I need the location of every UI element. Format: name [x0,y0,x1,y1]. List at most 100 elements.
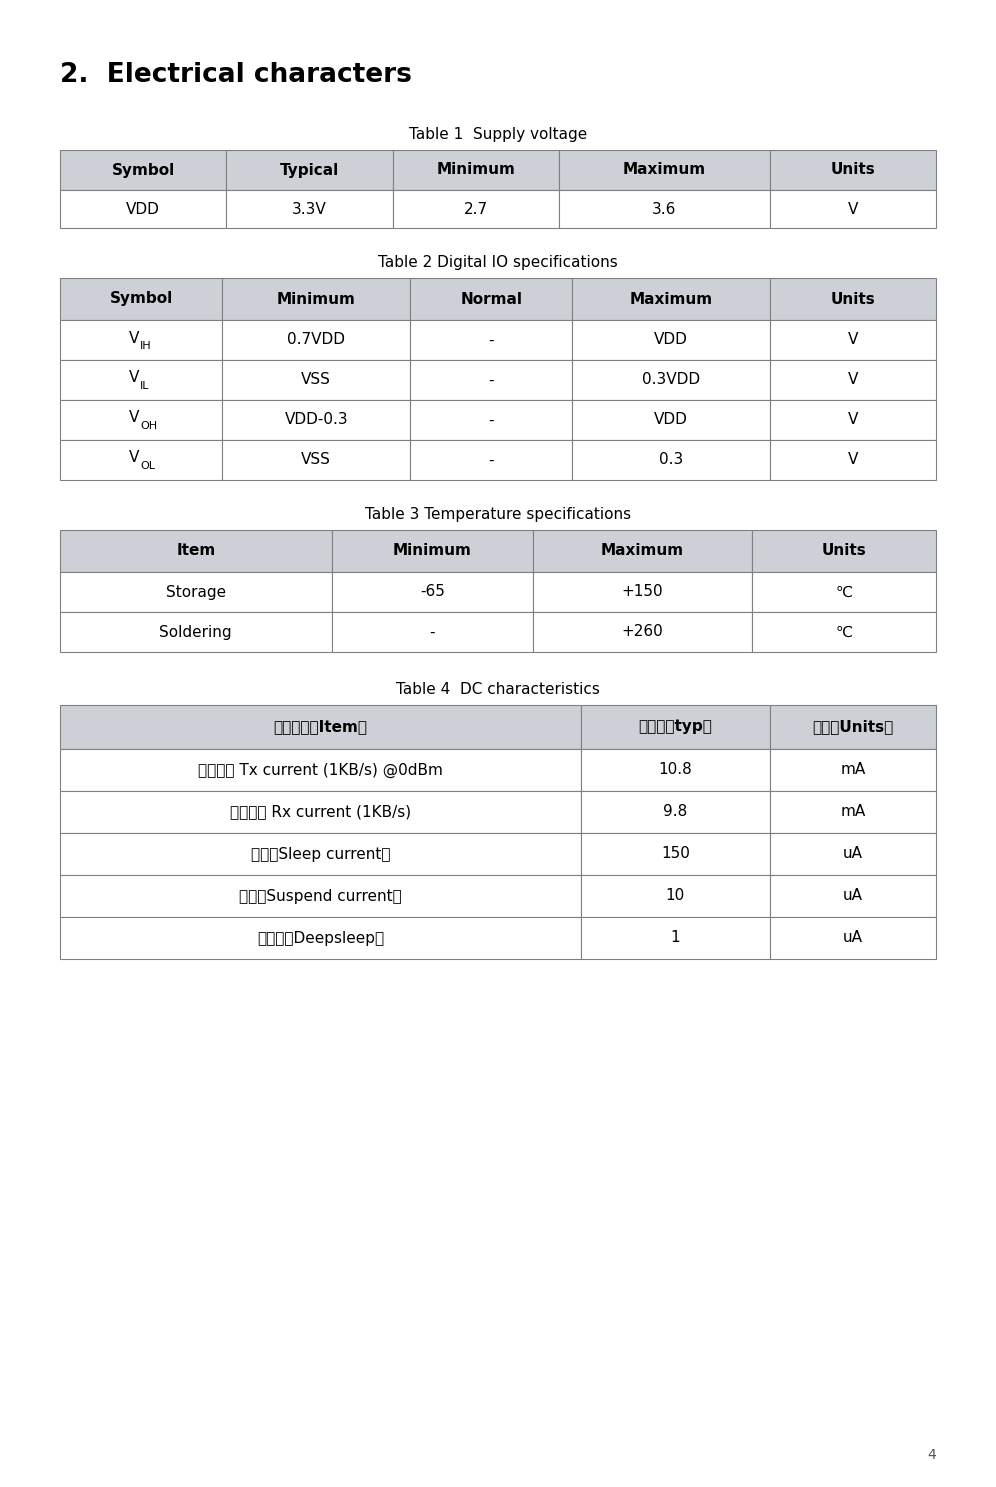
Bar [222,440,410,480]
Text: 0.3: 0.3 [659,452,683,467]
Text: uA: uA [843,931,863,946]
Bar [60,278,222,320]
Bar [60,705,582,749]
Text: IH: IH [140,341,151,351]
Bar [582,917,770,959]
Bar [60,440,222,480]
Text: 3.6: 3.6 [652,202,676,217]
Bar [222,360,410,400]
Bar [392,190,560,228]
Text: VDD: VDD [654,412,688,427]
Text: -: - [489,452,494,467]
Text: 4: 4 [927,1448,936,1462]
Text: V: V [848,452,858,467]
Bar [60,320,222,360]
Text: Minimum: Minimum [436,162,516,177]
Bar [222,320,410,360]
Bar [392,150,560,190]
Bar [60,791,582,833]
Text: -65: -65 [420,584,445,599]
Text: 挂起（Suspend current）: 挂起（Suspend current） [239,889,402,904]
Text: Maximum: Maximum [622,162,706,177]
Bar [573,440,770,480]
Bar [582,705,770,749]
Bar [533,529,752,572]
Bar [752,529,936,572]
Text: Typical: Typical [280,162,340,177]
Text: +150: +150 [622,584,663,599]
Text: +260: +260 [622,625,663,639]
Text: Units: Units [822,544,867,559]
Bar [410,360,573,400]
Text: 9.8: 9.8 [663,804,687,819]
Text: 深睡眠（Deepsleep）: 深睡眠（Deepsleep） [257,931,384,946]
Bar [582,874,770,917]
Bar [60,917,582,959]
Text: 睡眠（Sleep current）: 睡眠（Sleep current） [251,846,390,861]
Text: Minimum: Minimum [277,291,356,306]
Text: V: V [848,333,858,348]
Text: VDD: VDD [654,333,688,348]
Text: 10.8: 10.8 [658,763,692,778]
Text: Units: Units [831,291,875,306]
Bar [573,400,770,440]
Bar [60,150,226,190]
Text: OL: OL [140,461,155,471]
Bar [770,749,936,791]
Text: Symbol: Symbol [112,162,175,177]
Text: Symbol: Symbol [110,291,172,306]
Bar [770,278,936,320]
Bar [60,833,582,874]
Bar [770,917,936,959]
Text: IL: IL [140,381,149,391]
Bar [60,400,222,440]
Text: V: V [128,370,139,385]
Bar [332,613,533,651]
Bar [410,400,573,440]
Text: Normal: Normal [460,291,523,306]
Bar [222,400,410,440]
Bar [752,613,936,651]
Text: uA: uA [843,889,863,904]
Bar [770,190,936,228]
Text: OH: OH [140,421,157,431]
Text: V: V [848,412,858,427]
Text: uA: uA [843,846,863,861]
Text: 1: 1 [670,931,680,946]
Bar [770,833,936,874]
Text: -: - [489,412,494,427]
Bar [226,190,392,228]
Bar [770,360,936,400]
Bar [573,320,770,360]
Text: -: - [489,333,494,348]
Text: V: V [128,330,139,345]
Text: VSS: VSS [302,452,331,467]
Bar [60,360,222,400]
Bar [770,400,936,440]
Text: Table 2 Digital IO specifications: Table 2 Digital IO specifications [378,254,618,271]
Bar [582,749,770,791]
Bar [60,529,332,572]
Text: 150: 150 [661,846,690,861]
Bar [332,529,533,572]
Bar [770,150,936,190]
Text: 单位（Units）: 单位（Units） [812,720,893,735]
Text: 3.3V: 3.3V [292,202,327,217]
Text: Maximum: Maximum [629,291,712,306]
Text: Soldering: Soldering [159,625,232,639]
Bar [222,278,410,320]
Text: 10: 10 [665,889,685,904]
Text: VDD-0.3: VDD-0.3 [285,412,348,427]
Bar [60,749,582,791]
Bar [573,278,770,320]
Text: 发射模式 Tx current (1KB/s) @0dBm: 发射模式 Tx current (1KB/s) @0dBm [198,763,443,778]
Text: ℃: ℃ [836,584,853,599]
Text: V: V [128,451,139,465]
Bar [770,320,936,360]
Text: Minimum: Minimum [392,544,472,559]
Bar [582,791,770,833]
Text: 接收模式 Rx current (1KB/s): 接收模式 Rx current (1KB/s) [230,804,411,819]
Bar [410,440,573,480]
Text: ℃: ℃ [836,625,853,639]
Text: 2.7: 2.7 [464,202,488,217]
